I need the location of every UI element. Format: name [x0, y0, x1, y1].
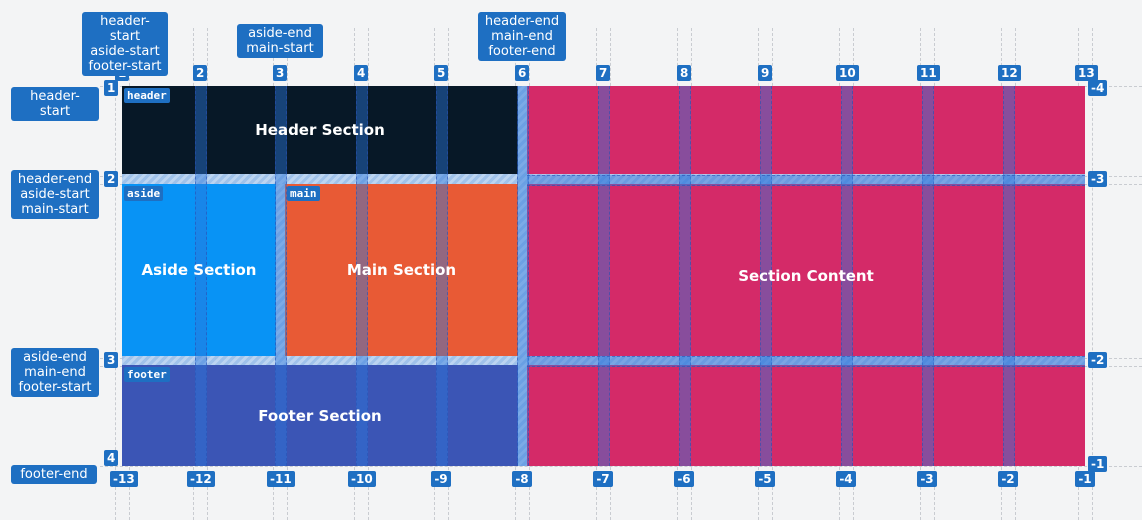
main-area-title: Main Section	[346, 261, 457, 279]
row-line-names-badge-line: footer-start	[18, 380, 92, 395]
row-line-names-badge: header-start	[11, 87, 99, 121]
column-gap-overlay	[517, 86, 529, 466]
column-number-bottom: -9	[431, 471, 451, 487]
column-guide-line	[115, 28, 116, 520]
column-number-bottom: -4	[836, 471, 856, 487]
column-number-bottom: -12	[187, 471, 215, 487]
column-number-bottom: -11	[267, 471, 295, 487]
content-area-title: Section Content	[738, 267, 874, 285]
aside-area[interactable]: aside Aside Section	[122, 184, 276, 356]
column-number-top: 6	[515, 65, 530, 81]
column-number-top: 4	[354, 65, 369, 81]
column-line-names-badge-line: aside-start	[90, 44, 160, 59]
row-number-left: 1	[104, 80, 119, 96]
column-number-top: 5	[434, 65, 449, 81]
column-line-names-badge-line: main-start	[246, 41, 314, 56]
column-gap-overlay	[841, 86, 853, 466]
row-number-left: 2	[104, 171, 119, 187]
column-gap-aside-main	[276, 184, 285, 356]
row-number-left: 3	[104, 352, 119, 368]
column-line-names-badge: aside-end main-start	[237, 24, 323, 58]
column-line-names-badge-line: main-end	[491, 29, 553, 44]
row-gap-overlay	[527, 356, 1085, 367]
row-line-names-badge-line: header-start	[30, 89, 80, 119]
column-line-names-badge-line: footer-start	[88, 59, 162, 74]
header-area[interactable]: header Header Section	[122, 86, 518, 174]
column-gap-overlay	[679, 86, 691, 466]
row-line-names-badge-line: main-end	[24, 365, 86, 380]
header-area-tag: header	[124, 88, 170, 103]
column-line-names-badge: header-end main-end footer-end	[478, 12, 566, 61]
column-gap-overlay	[1003, 86, 1015, 466]
aside-area-tag: aside	[124, 186, 164, 201]
row-line-names-badge-line: aside-start	[20, 187, 90, 202]
content-area[interactable]: Section Content	[527, 86, 1085, 466]
row-line-names-badge-line: footer-end	[20, 467, 88, 482]
column-line-names-badge-line: aside-end	[248, 26, 312, 41]
row-gap-2	[122, 356, 1085, 365]
row-number-right: -4	[1088, 80, 1108, 96]
row-line-names-badge: footer-end	[11, 465, 97, 484]
column-gap-overlay	[356, 86, 368, 466]
column-number-top: 10	[836, 65, 859, 81]
aside-area-title: Aside Section	[141, 261, 257, 279]
column-number-bottom: -5	[755, 471, 775, 487]
row-line-names-badge-line: main-start	[21, 202, 89, 217]
main-area-tag: main	[287, 186, 320, 201]
row-number-right: -3	[1088, 171, 1108, 187]
column-number-top: 3	[273, 65, 288, 81]
column-gap-overlay	[922, 86, 934, 466]
column-number-top: 8	[677, 65, 692, 81]
header-area-title: Header Section	[255, 121, 385, 139]
row-number-left: 4	[104, 450, 119, 466]
main-area[interactable]: main Main Section	[285, 184, 518, 356]
column-line-names-badge-line: header-end	[484, 14, 560, 29]
column-gap-overlay	[195, 86, 207, 466]
column-gap-overlay	[598, 86, 610, 466]
column-number-top: 2	[193, 65, 208, 81]
row-gap-1	[122, 174, 1085, 184]
footer-area[interactable]: footer Footer Section	[122, 365, 518, 466]
row-guide-line	[100, 466, 1142, 467]
column-guide-line	[1092, 28, 1093, 520]
column-number-top: 12	[998, 65, 1021, 81]
column-gap-overlay	[436, 86, 448, 466]
column-line-names-badge-line: footer-end	[488, 44, 556, 59]
row-number-right: -2	[1088, 352, 1108, 368]
column-number-bottom: -3	[917, 471, 937, 487]
column-number-bottom: -1	[1075, 471, 1095, 487]
column-gap-content	[518, 86, 527, 466]
column-number-bottom: -7	[593, 471, 613, 487]
column-number-top: 7	[596, 65, 611, 81]
row-gap-overlay	[527, 175, 1085, 186]
column-gap-overlay	[275, 86, 287, 466]
row-line-names-badge: aside-end main-end footer-start	[11, 348, 99, 397]
column-gap-overlay	[760, 86, 772, 466]
row-line-names-badge: header-end aside-start main-start	[11, 170, 99, 219]
column-number-bottom: -6	[674, 471, 694, 487]
column-number-top: 9	[758, 65, 773, 81]
column-number-bottom: -10	[348, 471, 376, 487]
column-line-names-badge: header-start aside-start footer-start	[82, 12, 168, 76]
column-number-top: 11	[917, 65, 940, 81]
column-number-bottom: -2	[998, 471, 1018, 487]
footer-area-tag: footer	[124, 367, 170, 382]
row-line-names-badge-line: aside-end	[23, 350, 87, 365]
footer-area-title: Footer Section	[258, 406, 382, 425]
column-line-names-badge-line: header-start	[100, 14, 150, 44]
row-number-right: -1	[1088, 456, 1108, 472]
column-number-bottom: -13	[110, 471, 138, 487]
row-line-names-badge-line: header-end	[17, 172, 93, 187]
column-number-top: 13	[1075, 65, 1098, 81]
column-number-bottom: -8	[512, 471, 532, 487]
